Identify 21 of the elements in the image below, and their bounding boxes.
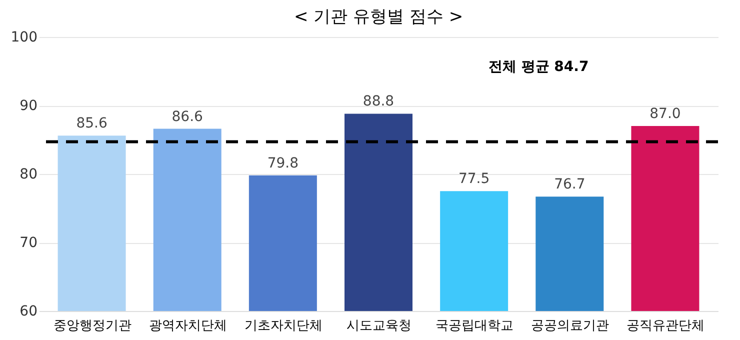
data-label: 88.8: [362, 94, 394, 110]
data-label: 77.5: [458, 171, 490, 188]
y-tick-label: 70: [20, 235, 38, 251]
y-tick-label: 100: [10, 30, 38, 46]
data-label: 85.6: [76, 116, 108, 132]
data-label: 87.0: [650, 106, 681, 122]
x-tick-label: 기초자치단체: [244, 318, 322, 334]
y-tick-label: 80: [20, 166, 38, 182]
x-tick-label: 중앙행정기관: [53, 318, 132, 334]
data-label: 76.7: [554, 176, 586, 193]
data-label: 86.6: [172, 108, 204, 125]
data-label: 79.8: [267, 155, 299, 172]
x-tick-label: 국공립대학교: [436, 318, 514, 334]
x-tick-label: 공직유관단체: [626, 318, 705, 334]
y-tick-label: 90: [20, 98, 38, 114]
y-tick-label: 60: [20, 304, 38, 320]
x-tick-label: 광역자치단체: [148, 318, 227, 334]
x-tick-label: 공공의료기관: [531, 318, 610, 334]
chart-title: < 기관 유형별 점수 >: [294, 7, 464, 27]
ref-line-label: 전체 평균 84.7: [488, 59, 589, 76]
x-tick-label: 시도교육청: [346, 318, 412, 334]
